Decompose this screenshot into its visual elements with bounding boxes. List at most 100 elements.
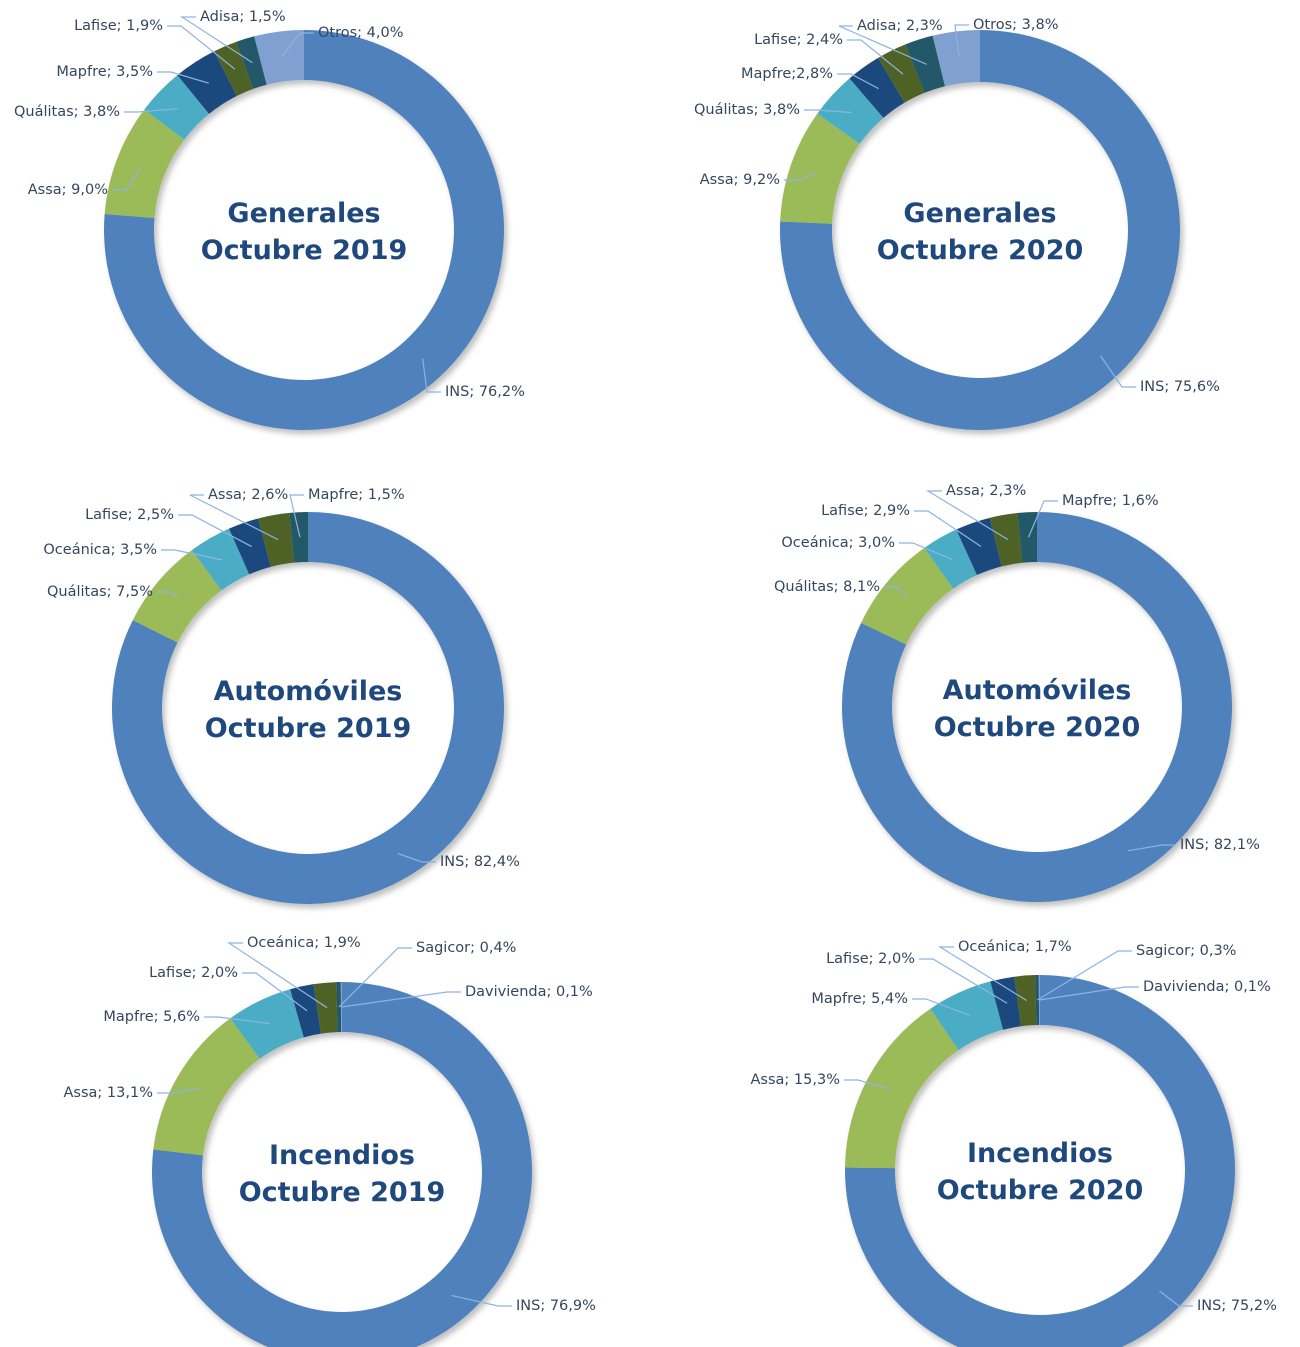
data-label: Mapfre; 5,4%	[811, 991, 908, 1007]
donut-segment	[104, 109, 185, 218]
donut-chart	[151, 982, 532, 1347]
data-label: Mapfre; 5,6%	[103, 1009, 200, 1025]
leader-line	[837, 73, 879, 90]
donut-segment	[144, 75, 210, 140]
leader-line	[954, 24, 969, 58]
leader-line	[919, 958, 1008, 1004]
leader-line	[1159, 1290, 1193, 1307]
data-label: Lafise; 2,0%	[149, 965, 238, 981]
data-label: Adisa; 1,5%	[200, 9, 286, 25]
data-label: Assa; 2,6%	[208, 487, 288, 503]
donut-segment	[989, 512, 1023, 567]
leader-line	[167, 25, 236, 70]
donut-segment	[932, 30, 980, 87]
data-label: INS; 75,2%	[1197, 1298, 1277, 1314]
donut-chart	[845, 975, 1235, 1347]
chart-title-line: Octubre 2019	[201, 235, 408, 266]
leader-line	[1037, 950, 1132, 1001]
leader-line	[161, 549, 223, 561]
data-label: Adisa; 2,3%	[857, 18, 943, 34]
leader-line	[227, 942, 328, 1009]
chart-title-line: Octubre 2019	[239, 1177, 446, 1208]
donut-segment	[817, 78, 884, 144]
data-label: INS; 75,6%	[1140, 379, 1220, 395]
data-label: INS; 82,4%	[440, 854, 520, 870]
donut-segment	[1035, 975, 1040, 1026]
chart-title-line: Octubre 2020	[877, 235, 1084, 266]
leader-line	[157, 71, 209, 84]
donut-segment	[1014, 975, 1037, 1027]
leader-line	[914, 510, 982, 548]
leader-line	[838, 25, 927, 65]
leader-line	[451, 1294, 512, 1307]
donut-segment	[780, 113, 860, 224]
data-label: Assa; 13,1%	[64, 1085, 153, 1101]
data-label: Assa; 2,3%	[946, 483, 1026, 499]
leader-line	[204, 1016, 270, 1025]
data-label: Oceánica; 1,7%	[958, 939, 1072, 955]
data-label: INS; 76,2%	[445, 384, 525, 400]
leader-line	[422, 358, 441, 393]
data-label: Assa; 9,0%	[28, 182, 108, 198]
donut-segment	[990, 976, 1021, 1030]
data-label: Assa; 9,2%	[700, 172, 780, 188]
donut-segment	[132, 550, 222, 643]
leader-line	[1099, 355, 1136, 388]
data-label: Mapfre; 1,6%	[1062, 493, 1159, 509]
leader-line	[804, 109, 852, 114]
leader-line	[397, 852, 436, 863]
data-label: Mapfre; 1,5%	[308, 487, 405, 503]
data-label: Sagicor; 0,4%	[416, 940, 516, 956]
donut-segment	[930, 981, 1004, 1051]
chart-title-line: Generales	[903, 198, 1056, 229]
donut-segment	[258, 512, 295, 567]
leader-line	[925, 490, 1009, 541]
data-label: INS; 76,9%	[516, 1298, 596, 1314]
data-label: Lafise; 2,5%	[85, 507, 174, 523]
donut-segment	[290, 984, 321, 1038]
leader-line	[884, 586, 908, 598]
donut-segment	[878, 44, 925, 103]
data-label: Quálitas; 7,5%	[47, 584, 153, 600]
data-label: Quálitas; 8,1%	[774, 579, 880, 595]
chart-title: Automóviles Octubre 2019	[205, 676, 412, 744]
leader-line	[189, 494, 279, 541]
donut-segment	[289, 512, 308, 563]
donut-chart	[780, 30, 1180, 430]
leader-line	[844, 1079, 891, 1091]
data-label: Assa; 15,3%	[751, 1072, 840, 1088]
donut-segment	[956, 517, 1002, 576]
chart-title: Incendios Octubre 2019	[239, 1140, 446, 1208]
data-label: Lafise; 2,4%	[754, 32, 843, 48]
leader-line	[124, 108, 178, 113]
leader-line	[1039, 986, 1139, 1001]
leader-line	[157, 1087, 200, 1094]
data-label: Lafise; 2,0%	[826, 951, 915, 967]
leader-line	[178, 514, 252, 548]
donut-chart	[104, 30, 504, 430]
donut-segment	[861, 547, 954, 645]
chart-title-line: Automóviles	[943, 675, 1132, 706]
donut-segment	[153, 1018, 260, 1156]
leader-line	[784, 172, 816, 181]
data-label: Mapfre; 3,5%	[56, 64, 153, 80]
chart-title-line: Incendios	[269, 1140, 415, 1171]
chart-title: Incendios Octubre 2020	[937, 1138, 1144, 1206]
donut-segment	[1017, 512, 1037, 563]
donut-chart	[842, 512, 1233, 902]
data-label: Lafise; 1,9%	[74, 18, 163, 34]
donut-segment	[1038, 975, 1040, 1026]
chart-title-line: Octubre 2020	[937, 1175, 1144, 1206]
donut-segment	[845, 1008, 959, 1169]
leader-line	[157, 591, 178, 599]
chart-title: Automóviles Octubre 2020	[934, 675, 1141, 743]
leader-line	[338, 947, 412, 1008]
chart-title-line: Automóviles	[214, 676, 403, 707]
data-label: Davivienda; 0,1%	[1143, 979, 1271, 995]
chart-title-line: Octubre 2019	[205, 713, 412, 744]
chart-title-line: Octubre 2020	[934, 712, 1141, 743]
leader-line	[179, 16, 253, 64]
data-label: Oceánica; 3,5%	[43, 542, 157, 558]
leader-line	[912, 998, 970, 1016]
